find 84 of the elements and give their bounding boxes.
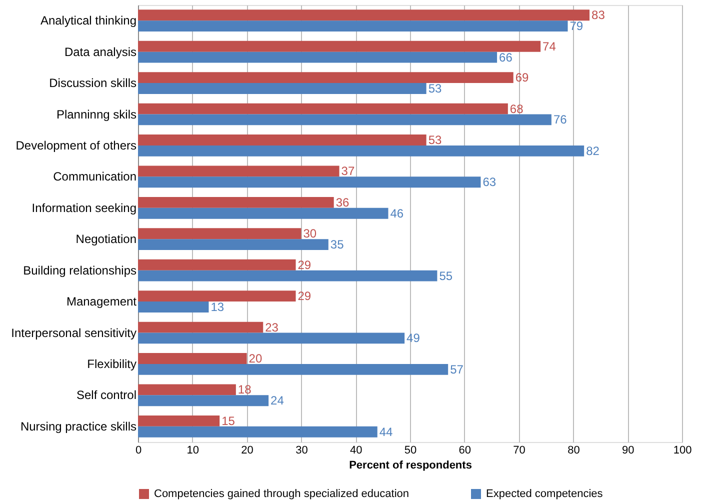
y-tick-label: Nursing practice skills	[20, 419, 136, 434]
x-tick-label: 10	[186, 444, 200, 456]
x-tick-label: 0	[135, 444, 142, 456]
x-tick-label: 50	[404, 444, 417, 456]
bar	[138, 239, 328, 250]
y-tick-label: Analytical thinking	[40, 14, 136, 28]
x-tick-label: 30	[296, 444, 308, 456]
x-tick-label: 40	[350, 444, 362, 456]
data-label: 20	[248, 352, 262, 366]
bar	[138, 20, 568, 32]
bar	[138, 10, 590, 21]
data-label: 69	[515, 70, 530, 85]
bar	[138, 322, 264, 333]
data-label: 53	[428, 133, 442, 147]
data-label: 44	[379, 424, 394, 439]
data-label: 57	[450, 362, 464, 376]
data-label: 55	[439, 268, 453, 283]
bar	[138, 415, 220, 426]
bar	[138, 208, 388, 219]
data-label: 37	[341, 164, 355, 178]
data-label: 53	[428, 82, 442, 96]
data-label: 15	[222, 414, 236, 428]
y-tick-label: Flexibility	[87, 356, 136, 371]
legend-label: Expected competencies	[486, 488, 604, 500]
bar	[138, 290, 296, 302]
bar	[138, 145, 584, 156]
x-tick-label: 60	[458, 444, 472, 456]
y-tick-label: Planninng skils	[56, 107, 136, 122]
y-tick-label: Interpersonal sensitivity	[11, 326, 136, 340]
bar	[138, 395, 269, 406]
bar	[138, 364, 448, 375]
bar	[138, 103, 508, 114]
x-tick-label: 90	[622, 444, 634, 456]
x-tick-label: 70	[513, 444, 526, 456]
bar	[138, 259, 296, 270]
bar	[138, 166, 340, 177]
data-label: 23	[265, 320, 279, 334]
y-tick-label: Building relationships	[23, 263, 136, 278]
bar	[138, 228, 302, 240]
data-label: 83	[592, 8, 606, 22]
legend-label: Competencies gained through specialized education	[154, 488, 410, 500]
data-label: 68	[510, 102, 524, 116]
data-label: 24	[270, 394, 284, 408]
bar	[138, 52, 498, 63]
data-label: 29	[298, 289, 312, 304]
x-tick-label: 100	[673, 444, 692, 456]
x-tick-label: 20	[241, 444, 254, 456]
data-label: 46	[390, 206, 404, 220]
bar	[138, 196, 334, 208]
data-label: 49	[406, 331, 420, 346]
data-label: 74	[542, 39, 556, 54]
bar	[138, 384, 236, 396]
data-label: 18	[238, 382, 252, 397]
data-label: 35	[330, 238, 344, 252]
data-label: 76	[553, 112, 568, 127]
bar	[138, 134, 426, 146]
y-tick-label: Negotiation	[76, 232, 136, 246]
data-label: 82	[586, 144, 600, 158]
data-label: 29	[298, 258, 312, 272]
data-label: 13	[210, 300, 224, 314]
y-tick-label: Self control	[76, 388, 136, 402]
bar	[138, 353, 247, 364]
bar	[138, 302, 209, 312]
bar	[138, 40, 541, 52]
bar	[138, 270, 438, 282]
data-label: 66	[499, 50, 513, 64]
y-tick-label: Development of others	[16, 138, 136, 152]
bar	[138, 332, 405, 344]
data-label: 36	[336, 195, 350, 210]
data-label: 79	[570, 19, 584, 34]
bar	[138, 72, 514, 84]
bar	[138, 114, 552, 126]
y-tick-label: Discussion skills	[49, 76, 136, 90]
y-tick-label: Information seeking	[32, 200, 136, 215]
y-tick-label: Management	[66, 294, 138, 309]
bar	[138, 83, 426, 94]
y-tick-label: Communication	[53, 170, 136, 184]
x-axis-title: Percent of respondents	[349, 460, 472, 472]
y-tick-label: Data analysis	[64, 44, 136, 59]
x-tick-label: 80	[568, 444, 580, 456]
bar	[138, 426, 378, 438]
bar	[138, 176, 481, 188]
data-label: 63	[482, 175, 496, 190]
data-label: 30	[303, 226, 317, 241]
